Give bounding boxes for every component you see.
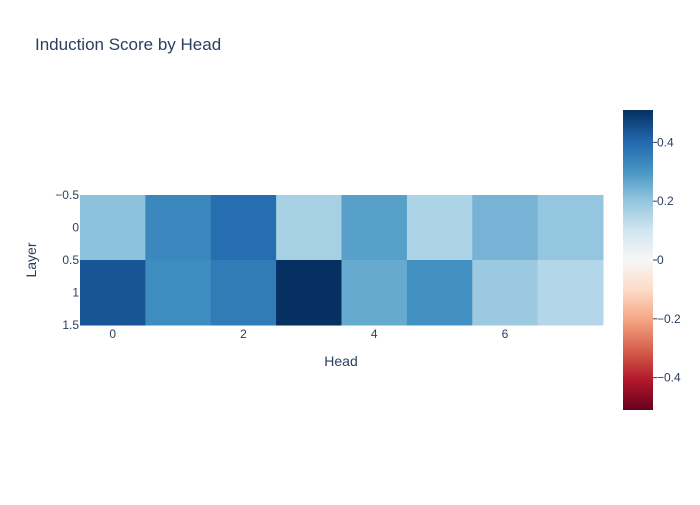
x-axis-ticks: 0 2 4 6 (109, 327, 508, 341)
colorbar-tick-label: 0 (657, 253, 664, 267)
y-tick-label: 0.5 (62, 253, 79, 267)
heatmap-cell[interactable] (472, 260, 539, 326)
colorbar-tick-label: 0.2 (657, 194, 674, 208)
colorbar-ticks: 0.4 0.2 0 −0.2 −0.4 (653, 135, 681, 385)
y-tick-label: 1 (72, 286, 79, 300)
heatmap-cell[interactable] (406, 260, 473, 326)
heatmap-cells (80, 195, 604, 326)
heatmap-cell[interactable] (276, 195, 342, 261)
heatmap-cell[interactable] (341, 260, 408, 326)
heatmap-cell[interactable] (537, 195, 604, 261)
y-tick-label: 0 (72, 221, 79, 235)
x-tick-label: 2 (240, 327, 247, 341)
y-axis-label: Layer (23, 242, 39, 277)
heatmap-cell[interactable] (210, 260, 277, 326)
chart-title: Induction Score by Head (35, 35, 221, 54)
heatmap-cell[interactable] (537, 260, 604, 326)
colorbar-tick-label: 0.4 (657, 135, 674, 149)
y-tick-label: 1.5 (62, 318, 79, 332)
heatmap-cell[interactable] (341, 195, 408, 261)
y-tick-label: −0.5 (55, 188, 79, 202)
heatmap-cell[interactable] (406, 195, 473, 261)
x-tick-label: 4 (371, 327, 378, 341)
x-axis-label: Head (324, 353, 357, 369)
x-tick-label: 0 (109, 327, 116, 341)
colorbar (623, 110, 653, 410)
heatmap-cell[interactable] (80, 260, 146, 326)
colorbar-tick-label: −0.2 (657, 312, 681, 326)
heatmap-cell[interactable] (145, 260, 212, 326)
heatmap-cell[interactable] (276, 260, 342, 326)
x-tick-label: 6 (502, 327, 509, 341)
heatmap-cell[interactable] (145, 195, 212, 261)
y-axis-ticks: −0.5 0 0.5 1 1.5 (55, 188, 79, 332)
heatmap-cell[interactable] (472, 195, 539, 261)
colorbar-tick-label: −0.4 (657, 371, 681, 385)
heatmap-cell[interactable] (80, 195, 146, 261)
heatmap-cell[interactable] (210, 195, 277, 261)
